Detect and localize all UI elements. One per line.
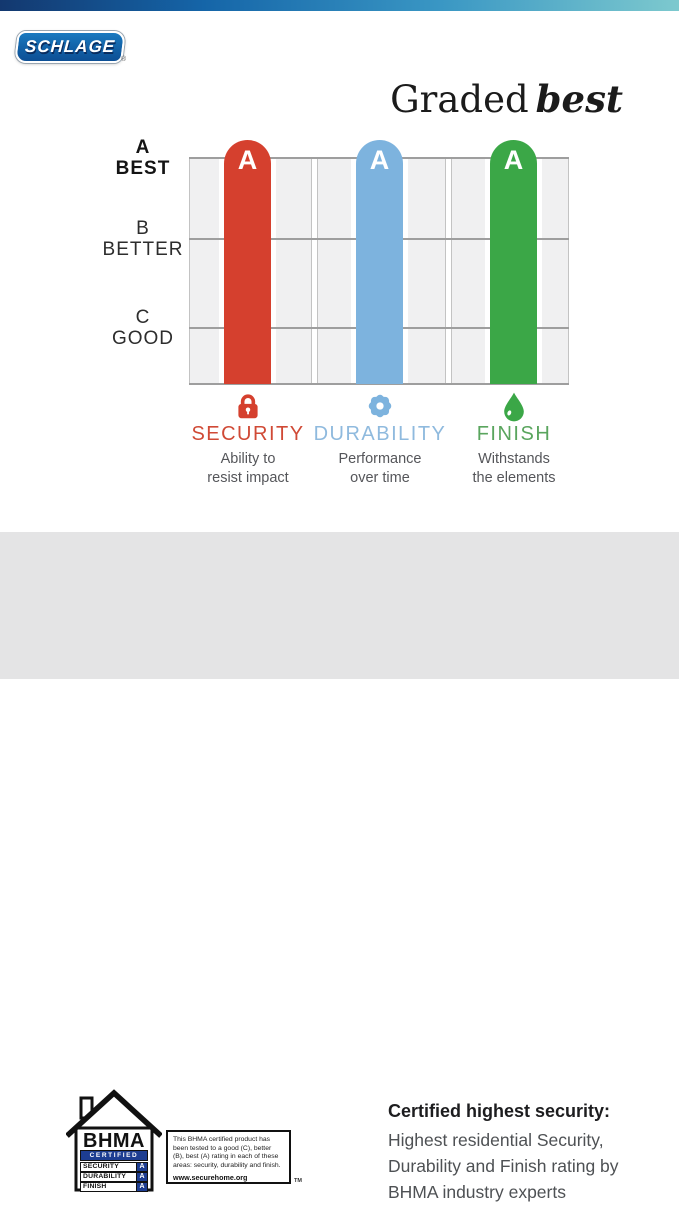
- bar-finish: A: [490, 140, 537, 384]
- securehome-url: www.securehome.org: [173, 1173, 248, 1183]
- category-label-security: SECURITY: [191, 423, 305, 445]
- bhma-row-security: SECURITY A: [80, 1162, 148, 1172]
- desc-line: Ability to: [220, 451, 276, 467]
- bar-grade-label: A: [369, 145, 390, 175]
- top-gradient-bar: [0, 0, 679, 11]
- bhma-row-durability: DURABILITY A: [80, 1172, 148, 1182]
- schlage-logo: SCHLAGE: [14, 31, 126, 63]
- bhma-row-grade: A: [137, 1162, 148, 1172]
- gridline-baseline: [189, 383, 569, 385]
- category-desc-finish: Withstands the elements: [429, 450, 599, 488]
- desc-line: resist impact: [207, 470, 289, 486]
- category-desc-security: Ability to resist impact: [163, 450, 333, 488]
- trademark-symbol: TM: [294, 1178, 302, 1184]
- desc-line: over time: [350, 470, 410, 486]
- bhma-row-label: SECURITY: [80, 1162, 137, 1172]
- y-axis-tick-c-good: C GOOD: [78, 307, 208, 349]
- footer-body-text: Highest residential Security, Durability…: [388, 1130, 619, 1202]
- gear-icon: [364, 390, 396, 422]
- category-label-durability: DURABILITY: [313, 423, 447, 445]
- tick-word: BETTER: [102, 239, 184, 260]
- bhma-certified-banner: CERTIFIED: [80, 1150, 148, 1161]
- footer-section: BHMA CERTIFIED SECURITY A DURABILITY A F…: [0, 532, 679, 1202]
- bar-durability: A: [356, 140, 403, 384]
- grade-chart-grid: A A A: [189, 140, 569, 386]
- footer-heading: Certified highest security:: [388, 1101, 611, 1121]
- tick-grade: B: [136, 218, 150, 239]
- bhma-row-grade: A: [137, 1172, 148, 1182]
- bhma-row-grade: A: [137, 1182, 148, 1192]
- bhma-row-label: DURABILITY: [80, 1172, 137, 1182]
- desc-line: Withstands: [478, 451, 550, 467]
- tick-word: GOOD: [111, 328, 175, 349]
- tick-word: BEST: [115, 158, 171, 179]
- category-desc-durability: Performance over time: [295, 450, 465, 488]
- registered-trademark-symbol: ®: [121, 56, 127, 63]
- desc-line: Performance: [338, 451, 422, 467]
- bhma-certification-textbox: This BHMA certified product has been tes…: [166, 1130, 291, 1184]
- desc-line: the elements: [472, 470, 556, 486]
- page-title-regular: Graded: [390, 78, 529, 121]
- tick-grade: C: [135, 307, 151, 328]
- y-axis-tick-a-best: A BEST: [78, 137, 208, 179]
- category-label-finish: FINISH: [476, 423, 552, 445]
- bhma-row-label: FINISH: [80, 1182, 137, 1192]
- bhma-certified-logo: BHMA CERTIFIED SECURITY A DURABILITY A F…: [66, 1088, 162, 1192]
- page-title: Graded best: [390, 77, 623, 121]
- certification-text: This BHMA certified product has been tes…: [173, 1136, 281, 1169]
- page-title-emphasis: best: [535, 77, 623, 121]
- bhma-row-finish: FINISH A: [80, 1182, 148, 1192]
- bhma-grade-rows: SECURITY A DURABILITY A FINISH A: [80, 1162, 148, 1192]
- bar-grade-label: A: [237, 145, 258, 175]
- droplet-icon: [498, 390, 530, 422]
- lock-icon: [232, 390, 264, 422]
- schlage-logo-text: SCHLAGE: [24, 37, 116, 56]
- bar-grade-label: A: [503, 145, 524, 175]
- tick-grade: A: [135, 137, 151, 158]
- y-axis-tick-b-better: B BETTER: [78, 218, 208, 260]
- bar-security: A: [224, 140, 271, 384]
